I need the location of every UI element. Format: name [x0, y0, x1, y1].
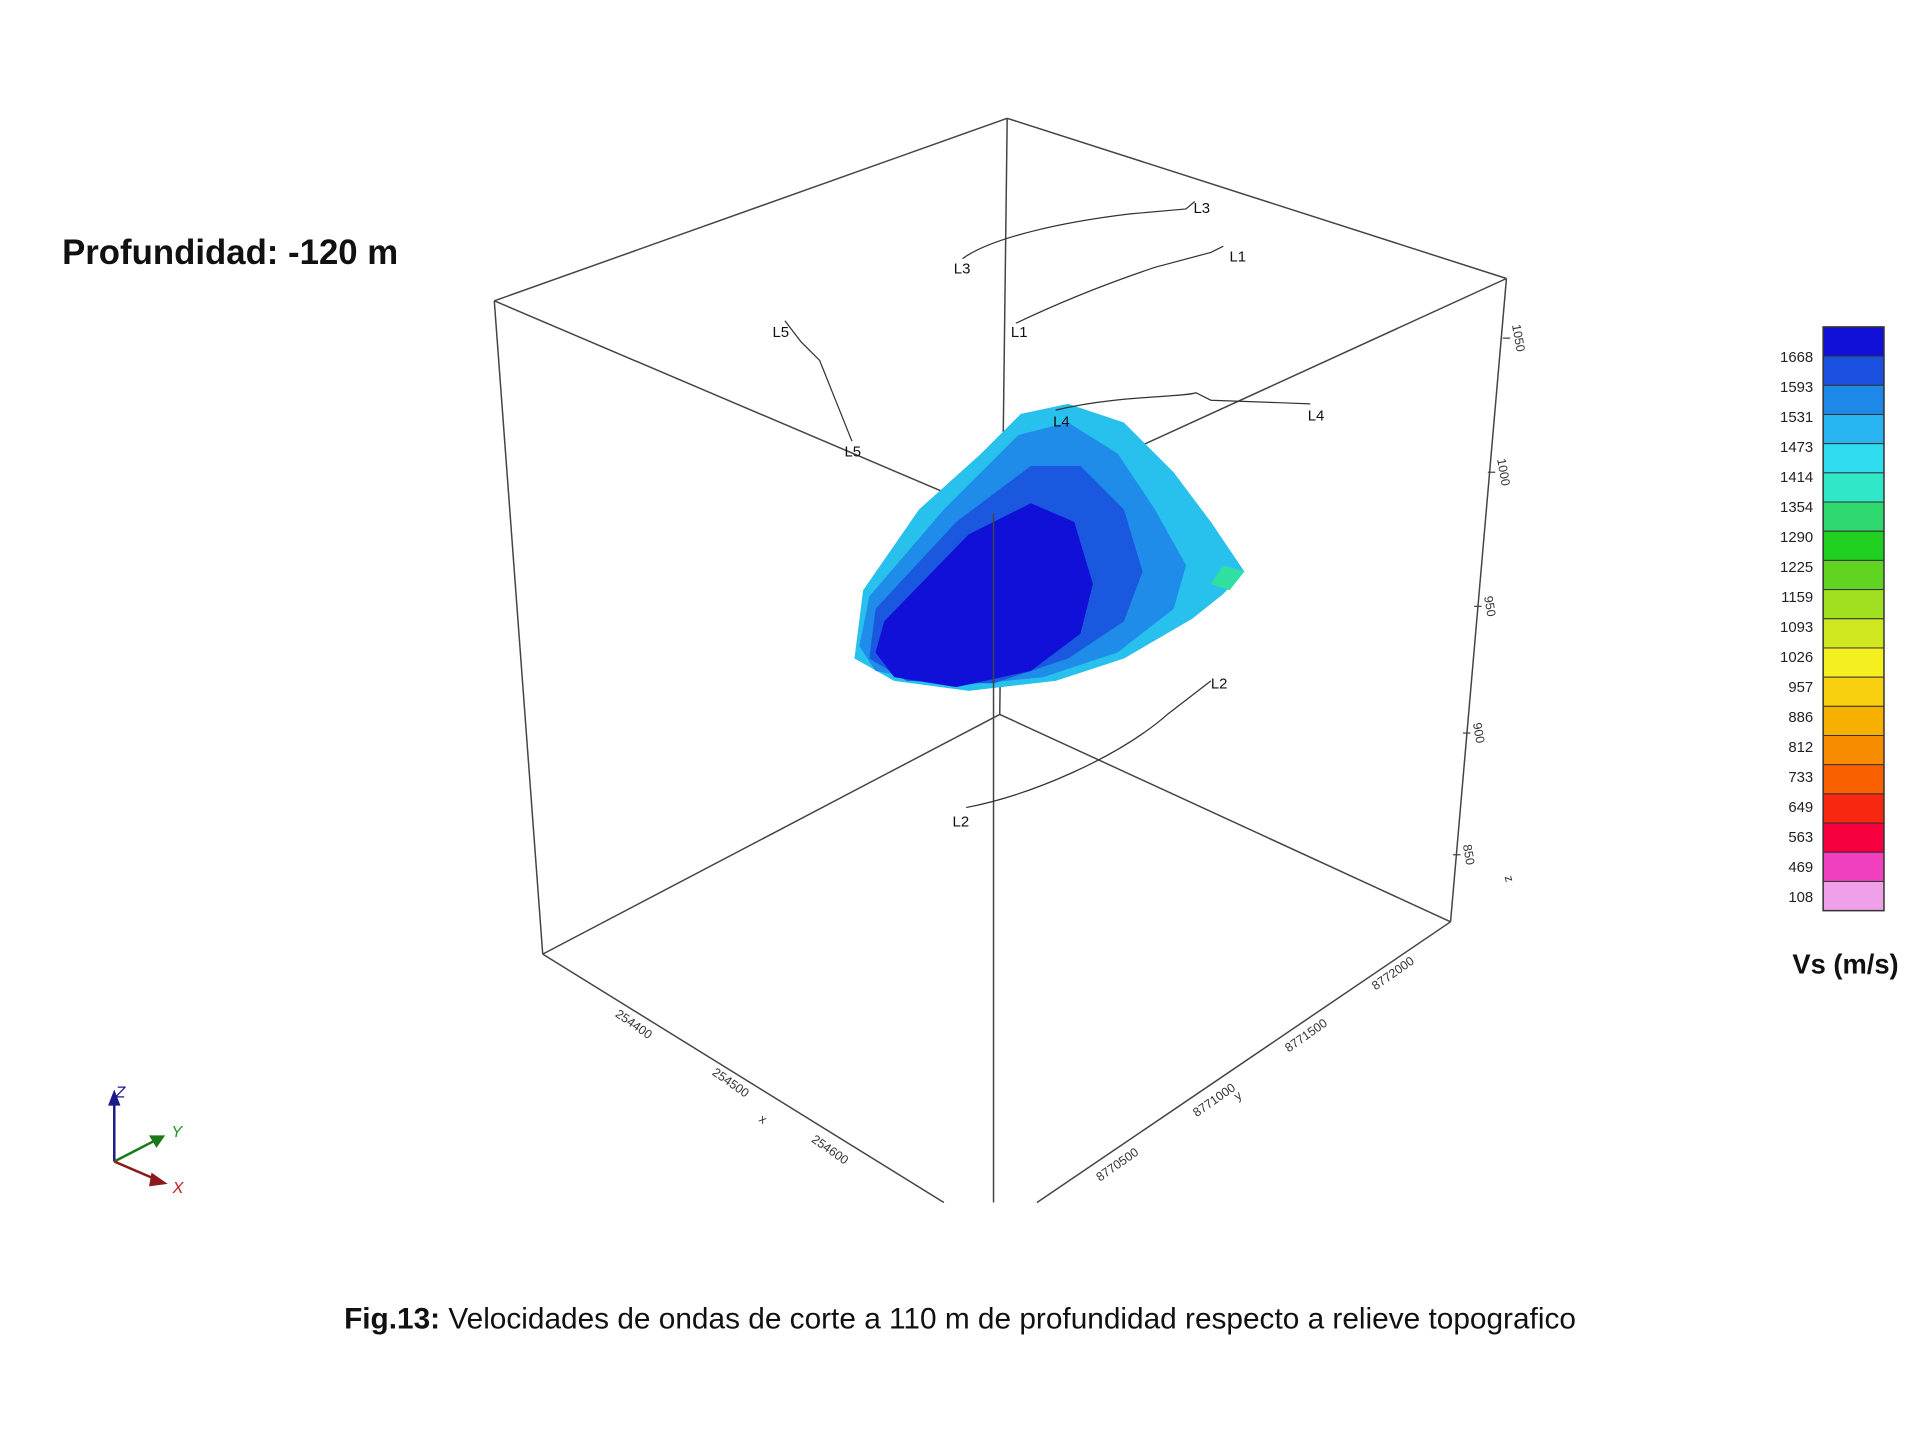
- colorbar-label: 1159: [1781, 590, 1813, 606]
- colorbar-band: [1822, 793, 1885, 824]
- colorbar-band: [1822, 413, 1885, 445]
- colorbar-band: [1822, 443, 1885, 474]
- caption-text: Velocidades de ondas de corte a 110 m de…: [440, 1302, 1576, 1335]
- z-tick-label: 1000: [1494, 457, 1513, 487]
- colorbar-band: [1822, 764, 1885, 795]
- colorbar-band: [1822, 472, 1885, 503]
- line-label: L3: [1193, 201, 1210, 217]
- line-label: L5: [845, 444, 862, 460]
- colorbar-band: [1822, 384, 1885, 415]
- y-tick-label: 8772000: [1369, 954, 1417, 993]
- colorbar-label: 1225: [1780, 560, 1813, 576]
- colorbar-frame: [1822, 326, 1885, 912]
- colorbar-band: [1822, 559, 1885, 591]
- z-tick-label: 850: [1460, 843, 1477, 866]
- y-tick-label: 8771000: [1190, 1080, 1238, 1119]
- line-label: L4: [1308, 408, 1325, 424]
- line-label: L5: [772, 325, 789, 341]
- colorbar-label: 563: [1788, 830, 1813, 846]
- line-label: L3: [954, 262, 971, 278]
- cube-frame: [493, 117, 1508, 955]
- colorbar-label: 1093: [1780, 620, 1813, 636]
- colorbar-band: [1822, 880, 1885, 912]
- cube-front: [542, 513, 1451, 1204]
- y-tick-label: 8770500: [1094, 1145, 1142, 1184]
- colorbar-band: [1822, 647, 1885, 678]
- colorbar-band: [1822, 851, 1885, 882]
- colorbar-band: [1822, 705, 1885, 737]
- triad-label: X: [172, 1179, 185, 1197]
- axis-name: x: [756, 1112, 770, 1127]
- colorbar-title: Vs (m/s): [1792, 949, 1898, 980]
- colorbar-band: [1822, 618, 1885, 649]
- axis-triad: Z Y X: [108, 1083, 185, 1197]
- y-tick-label: 8771500: [1282, 1016, 1330, 1055]
- triad-label: Y: [171, 1123, 183, 1141]
- colorbar-label: 1290: [1780, 530, 1813, 546]
- colorbar-label: 1026: [1780, 650, 1813, 666]
- line-label: L4: [1053, 414, 1070, 430]
- colorbar-label: 1668: [1780, 350, 1813, 366]
- colorbar-label: 469: [1788, 860, 1813, 876]
- caption: Fig.13: Velocidades de ondas de corte a …: [344, 1302, 1576, 1335]
- colorbar-label: 108: [1788, 890, 1813, 906]
- line-label: L1: [1011, 325, 1028, 341]
- colorbar-band: [1822, 501, 1885, 532]
- colorbar-band: [1822, 735, 1885, 766]
- colorbar-label: 1531: [1780, 410, 1813, 426]
- depth-title: Profundidad: -120 m: [62, 234, 398, 272]
- colorbar-label: 886: [1788, 710, 1813, 726]
- z-tick-label: 900: [1470, 722, 1487, 745]
- colorbar-band: [1822, 355, 1885, 386]
- colorbar-label: 1473: [1780, 440, 1813, 456]
- x-tick-label: 254400: [613, 1007, 655, 1042]
- colorbar-label: 733: [1788, 770, 1813, 786]
- colorbar-label: 957: [1788, 680, 1813, 696]
- colorbar-band: [1822, 822, 1885, 853]
- colorbar-label: 1593: [1780, 380, 1813, 396]
- z-tick-label: 1050: [1509, 323, 1528, 353]
- line-label: L1: [1229, 249, 1246, 265]
- colorbar-label: 649: [1788, 800, 1813, 816]
- caption-label: Fig.13:: [344, 1302, 440, 1335]
- colorbar-label: 1354: [1780, 500, 1813, 516]
- survey-lines: [784, 201, 1311, 809]
- velocity-body: [854, 403, 1245, 691]
- line-label: L2: [953, 814, 970, 830]
- triad-label: Z: [114, 1083, 126, 1101]
- colorbar-band: [1822, 326, 1885, 357]
- x-tick-label: 254600: [809, 1132, 851, 1167]
- colorbar-band: [1822, 530, 1885, 561]
- colorbar-label: 1414: [1780, 470, 1813, 486]
- axis-name: z: [1502, 874, 1517, 884]
- colorbar-label: 812: [1788, 740, 1813, 756]
- line-label: L2: [1211, 677, 1228, 693]
- colorbar-band: [1822, 676, 1885, 707]
- colorbar-band: [1822, 589, 1885, 620]
- z-tick-label: 950: [1481, 595, 1498, 618]
